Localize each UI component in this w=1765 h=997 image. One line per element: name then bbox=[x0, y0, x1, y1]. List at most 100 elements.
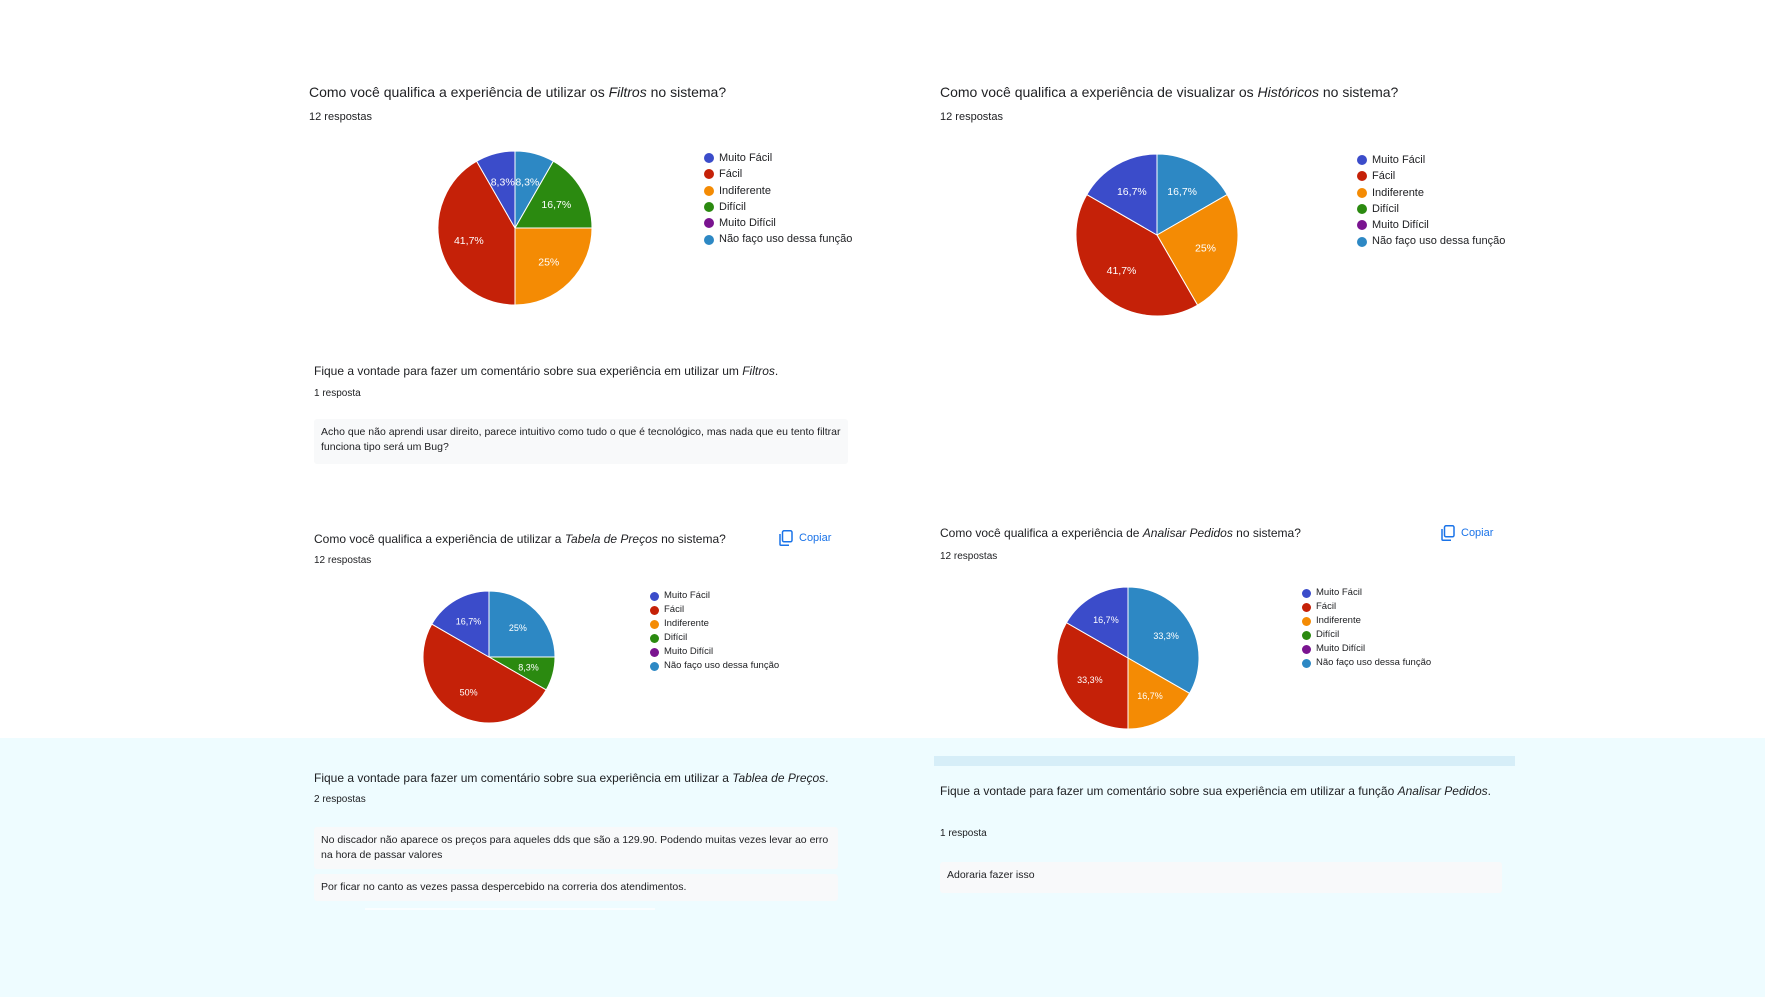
legend-swatch bbox=[1357, 236, 1367, 247]
legend-analisar-pedidos: Muito Fácil Fácil Indiferente Difícil Muito … bbox=[1302, 586, 1431, 670]
pie-slice-indiferente bbox=[1156, 193, 1239, 306]
pie-chart-filtros: 8,3%16,7%25%41,7%8,3% bbox=[437, 150, 593, 306]
comment-filtros-count: 1 resposta bbox=[314, 388, 361, 399]
pie-slice-label: 41,7% bbox=[454, 235, 484, 247]
legend-label: Indiferente bbox=[719, 184, 771, 197]
legend-item-muito-dificil: Muito Difícil bbox=[1302, 642, 1431, 656]
legend-swatch bbox=[650, 633, 659, 643]
pie-slice-label: 25% bbox=[538, 256, 559, 268]
legend-swatch bbox=[1302, 658, 1311, 668]
legend-item-indiferente: Indiferente bbox=[650, 617, 779, 631]
copy-label: Copiar bbox=[1461, 527, 1494, 539]
pie-slice-facil bbox=[422, 623, 547, 724]
pie-slice-label: 50% bbox=[460, 688, 478, 698]
legend-tabela-precos: Muito Fácil Fácil Indiferente Difícil Muito … bbox=[650, 589, 779, 673]
pie-slice-nao-uso bbox=[488, 590, 556, 658]
legend-item-facil: Fácil bbox=[650, 603, 779, 617]
legend-swatch bbox=[650, 647, 659, 657]
pie-slice-label: 16,7% bbox=[1093, 615, 1119, 625]
legend-item-dificil: Difícil bbox=[650, 631, 779, 645]
legend-label: Difícil bbox=[719, 200, 746, 213]
pie-slice-facil bbox=[437, 160, 516, 306]
pie-slice-label: 8,3% bbox=[518, 663, 539, 673]
legend-label: Não faço uso dessa função bbox=[719, 233, 853, 246]
legend-item-muito-facil: Muito Fácil bbox=[704, 150, 852, 166]
legend-label: Indiferente bbox=[1316, 615, 1361, 626]
legend-label: Indiferente bbox=[664, 618, 709, 629]
legend-swatch bbox=[650, 605, 659, 615]
question-analisar-pedidos-count: 12 respostas bbox=[940, 551, 998, 562]
legend-swatch bbox=[1357, 220, 1367, 231]
legend-label: Muito Difícil bbox=[1372, 219, 1429, 232]
legend-item-muito-facil: Muito Fácil bbox=[1357, 152, 1505, 168]
legend-label: Não faço uso dessa função bbox=[1372, 235, 1506, 248]
legend-label: Difícil bbox=[664, 632, 688, 643]
legend-swatch bbox=[1357, 171, 1367, 182]
legend-item-facil: Fácil bbox=[1302, 600, 1431, 614]
legend-swatch bbox=[650, 619, 659, 629]
legend-item-dificil: Difícil bbox=[704, 199, 852, 215]
legend-swatch bbox=[1302, 644, 1311, 654]
legend-label: Fácil bbox=[1316, 601, 1337, 612]
legend-label: Não faço uso dessa função bbox=[1316, 657, 1432, 668]
pie-slice-label: 41,7% bbox=[1107, 265, 1137, 277]
legend-swatch bbox=[650, 661, 659, 671]
legend-swatch bbox=[1302, 588, 1311, 598]
legend-item-dificil: Difícil bbox=[1357, 201, 1505, 217]
pie-slice-label: 25% bbox=[509, 623, 527, 633]
legend-label: Fácil bbox=[1372, 170, 1396, 183]
comment-analisar-pedidos-title: Fique a vontade para fazer um comentário… bbox=[940, 784, 1491, 798]
legend-swatch bbox=[1302, 630, 1311, 640]
legend-item-muito-dificil: Muito Difícil bbox=[650, 645, 779, 659]
legend-item-nao-uso: Não faço uso dessa função bbox=[1302, 656, 1431, 670]
legend-historicos: Muito Fácil Fácil Indiferente Difícil Muito … bbox=[1357, 152, 1505, 250]
comment-filtros-title: Fique a vontade para fazer um comentário… bbox=[314, 364, 779, 378]
response-item: Acho que não aprendi usar direito, parec… bbox=[314, 419, 848, 464]
response-item: No discador não aparece os preços para a… bbox=[314, 827, 838, 869]
legend-swatch bbox=[704, 169, 714, 180]
legend-item-facil: Fácil bbox=[704, 166, 852, 182]
response-item: Adoraria fazer isso bbox=[940, 862, 1502, 893]
legend-swatch bbox=[1357, 204, 1367, 215]
pie-slice-facil bbox=[1075, 193, 1199, 317]
pie-slice-muito-facil bbox=[475, 150, 516, 230]
pie-slice-label: 8,3% bbox=[515, 177, 539, 189]
pie-slice-label: 16,7% bbox=[456, 617, 482, 627]
question-filtros-title: Como você qualifica a experiência de uti… bbox=[309, 84, 727, 100]
comment-tabela-precos-count: 2 respostas bbox=[314, 794, 366, 805]
legend-label: Difícil bbox=[1372, 202, 1399, 215]
legend-item-indiferente: Indiferente bbox=[1302, 614, 1431, 628]
pie-chart-tabela-precos: 25% 8,3% 50% 16,7% bbox=[422, 590, 556, 724]
legend-swatch bbox=[1302, 602, 1311, 612]
pie-slice-label: 8,3% bbox=[491, 177, 515, 189]
legend-item-nao-uso: Não faço uso dessa função bbox=[650, 659, 779, 673]
legend-item-muito-facil: Muito Fácil bbox=[650, 589, 779, 603]
legend-filtros: Muito Fácil Fácil Indiferente Difícil Muito … bbox=[704, 150, 852, 248]
legend-label: Muito Difícil bbox=[1316, 643, 1366, 654]
pie-slice-muito-facil bbox=[1086, 153, 1158, 236]
legend-swatch bbox=[650, 591, 659, 601]
legend-label: Muito Difícil bbox=[664, 646, 714, 657]
pie-slice-facil bbox=[1056, 621, 1129, 730]
copy-icon bbox=[1441, 525, 1455, 541]
legend-label: Fácil bbox=[719, 168, 743, 181]
legend-label: Muito Fácil bbox=[719, 152, 773, 164]
legend-label: Muito Fácil bbox=[1316, 587, 1362, 598]
question-filtros-count: 12 respostas bbox=[309, 111, 372, 123]
copy-label: Copiar bbox=[799, 532, 832, 544]
pie-slice-indiferente bbox=[514, 227, 593, 306]
pie-slice-dificil bbox=[514, 160, 593, 229]
legend-item-muito-facil: Muito Fácil bbox=[1302, 586, 1431, 600]
comment-tabela-precos-title: Fique a vontade para fazer um comentário… bbox=[314, 771, 829, 785]
pie-slice-muito-facil bbox=[431, 590, 490, 658]
response-item: Por ficar no canto as vezes passa desper… bbox=[314, 874, 838, 901]
copy-icon bbox=[779, 530, 793, 546]
copy-chart-button[interactable]: Copiar bbox=[1441, 525, 1493, 541]
question-tabela-precos-title: Como você qualifica a experiência de uti… bbox=[314, 532, 726, 546]
pie-slice-nao-uso bbox=[1127, 586, 1200, 695]
pie-chart-historicos: 16,7% 25% 41,7% 16,7% bbox=[1075, 153, 1239, 317]
question-analisar-pedidos-title: Como você qualifica a experiência de Ana… bbox=[940, 526, 1301, 540]
pie-slice-label: 33,3% bbox=[1077, 675, 1103, 685]
copy-chart-button[interactable]: Copiar bbox=[779, 530, 831, 546]
pie-slice-label: 16,7% bbox=[1137, 691, 1163, 701]
